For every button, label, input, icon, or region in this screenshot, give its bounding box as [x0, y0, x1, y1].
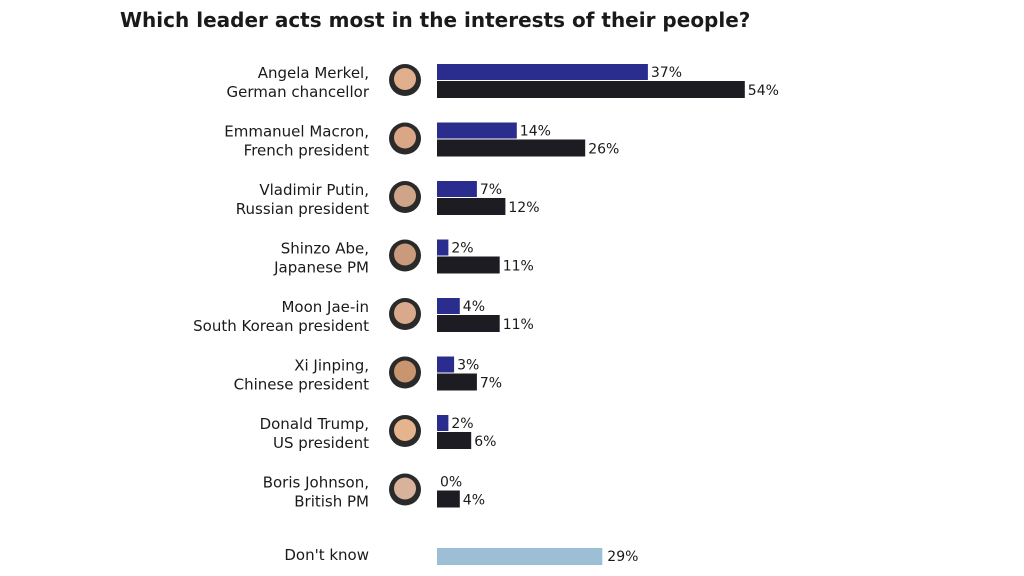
- bar-series-1-label: 4%: [463, 299, 485, 315]
- category-label: German chancellor: [227, 83, 370, 101]
- leader-photo-face: [394, 360, 416, 383]
- bar-series-1: [437, 122, 517, 139]
- category-label: British PM: [294, 493, 369, 511]
- bar-series-2-label: 54%: [748, 83, 779, 99]
- bar-series-1-label: 2%: [451, 241, 473, 257]
- category-label: Shinzo Abe,: [281, 240, 369, 258]
- bar-series-2-label: 12%: [508, 200, 539, 216]
- bar-series-2: [437, 432, 472, 449]
- leader-photo-face: [394, 185, 416, 207]
- bar-series-1: [437, 298, 460, 314]
- leader-photo-face: [394, 477, 416, 500]
- chart-title: Which leader acts most in the interests …: [120, 8, 751, 32]
- category-label: Japanese PM: [273, 259, 369, 277]
- bar-series-1-label: 14%: [520, 124, 551, 140]
- category-label: Boris Johnson,: [263, 474, 369, 492]
- category-label: Vladimir Putin,: [259, 181, 369, 199]
- category-label: Emmanuel Macron,: [224, 123, 369, 141]
- bar-series-1: [437, 415, 449, 431]
- dont-know-bar: [437, 548, 603, 565]
- bar-series-2: [437, 139, 586, 157]
- dont-know-label: Don't know: [284, 546, 369, 564]
- bar-series-2-label: 11%: [503, 317, 534, 333]
- bar-series-1-label: 3%: [457, 358, 479, 374]
- bar-series-2: [437, 198, 506, 215]
- bar-series-2-label: 6%: [474, 434, 496, 450]
- bar-series-1: [437, 239, 449, 256]
- category-label: Russian president: [236, 200, 369, 218]
- leader-photo-face: [394, 126, 416, 149]
- bar-series-1: [437, 181, 477, 197]
- bar-series-1-label: 37%: [651, 65, 682, 81]
- bar-series-1-label: 7%: [480, 182, 502, 198]
- category-label: US president: [273, 434, 369, 452]
- bar-series-2: [437, 315, 500, 332]
- leader-photo-face: [394, 419, 416, 441]
- bar-series-2: [437, 490, 460, 508]
- dont-know-value-label: 29%: [607, 549, 638, 565]
- category-label: Angela Merkel,: [258, 64, 369, 82]
- category-label: Xi Jinping,: [294, 357, 369, 375]
- bar-series-2: [437, 81, 745, 98]
- category-label: Moon Jae-in: [281, 298, 369, 316]
- category-label: French president: [244, 142, 369, 160]
- category-label: Chinese president: [234, 376, 370, 394]
- bar-series-2-label: 4%: [463, 493, 485, 509]
- leader-photo-face: [394, 302, 416, 324]
- bar-series-1-label: 0%: [440, 475, 462, 491]
- category-label: South Korean president: [193, 317, 369, 335]
- category-label: Donald Trump,: [260, 415, 369, 433]
- bar-series-2-label: 11%: [503, 259, 534, 275]
- bar-series-2: [437, 256, 500, 274]
- leader-photo-face: [394, 68, 416, 90]
- bar-series-1: [437, 64, 648, 80]
- bar-series-2-label: 7%: [480, 376, 502, 392]
- leader-photo-face: [394, 243, 416, 266]
- bar-series-2: [437, 373, 477, 391]
- bar-series-1: [437, 356, 455, 373]
- bar-series-1-label: 2%: [451, 416, 473, 432]
- bar-series-2-label: 26%: [588, 142, 619, 158]
